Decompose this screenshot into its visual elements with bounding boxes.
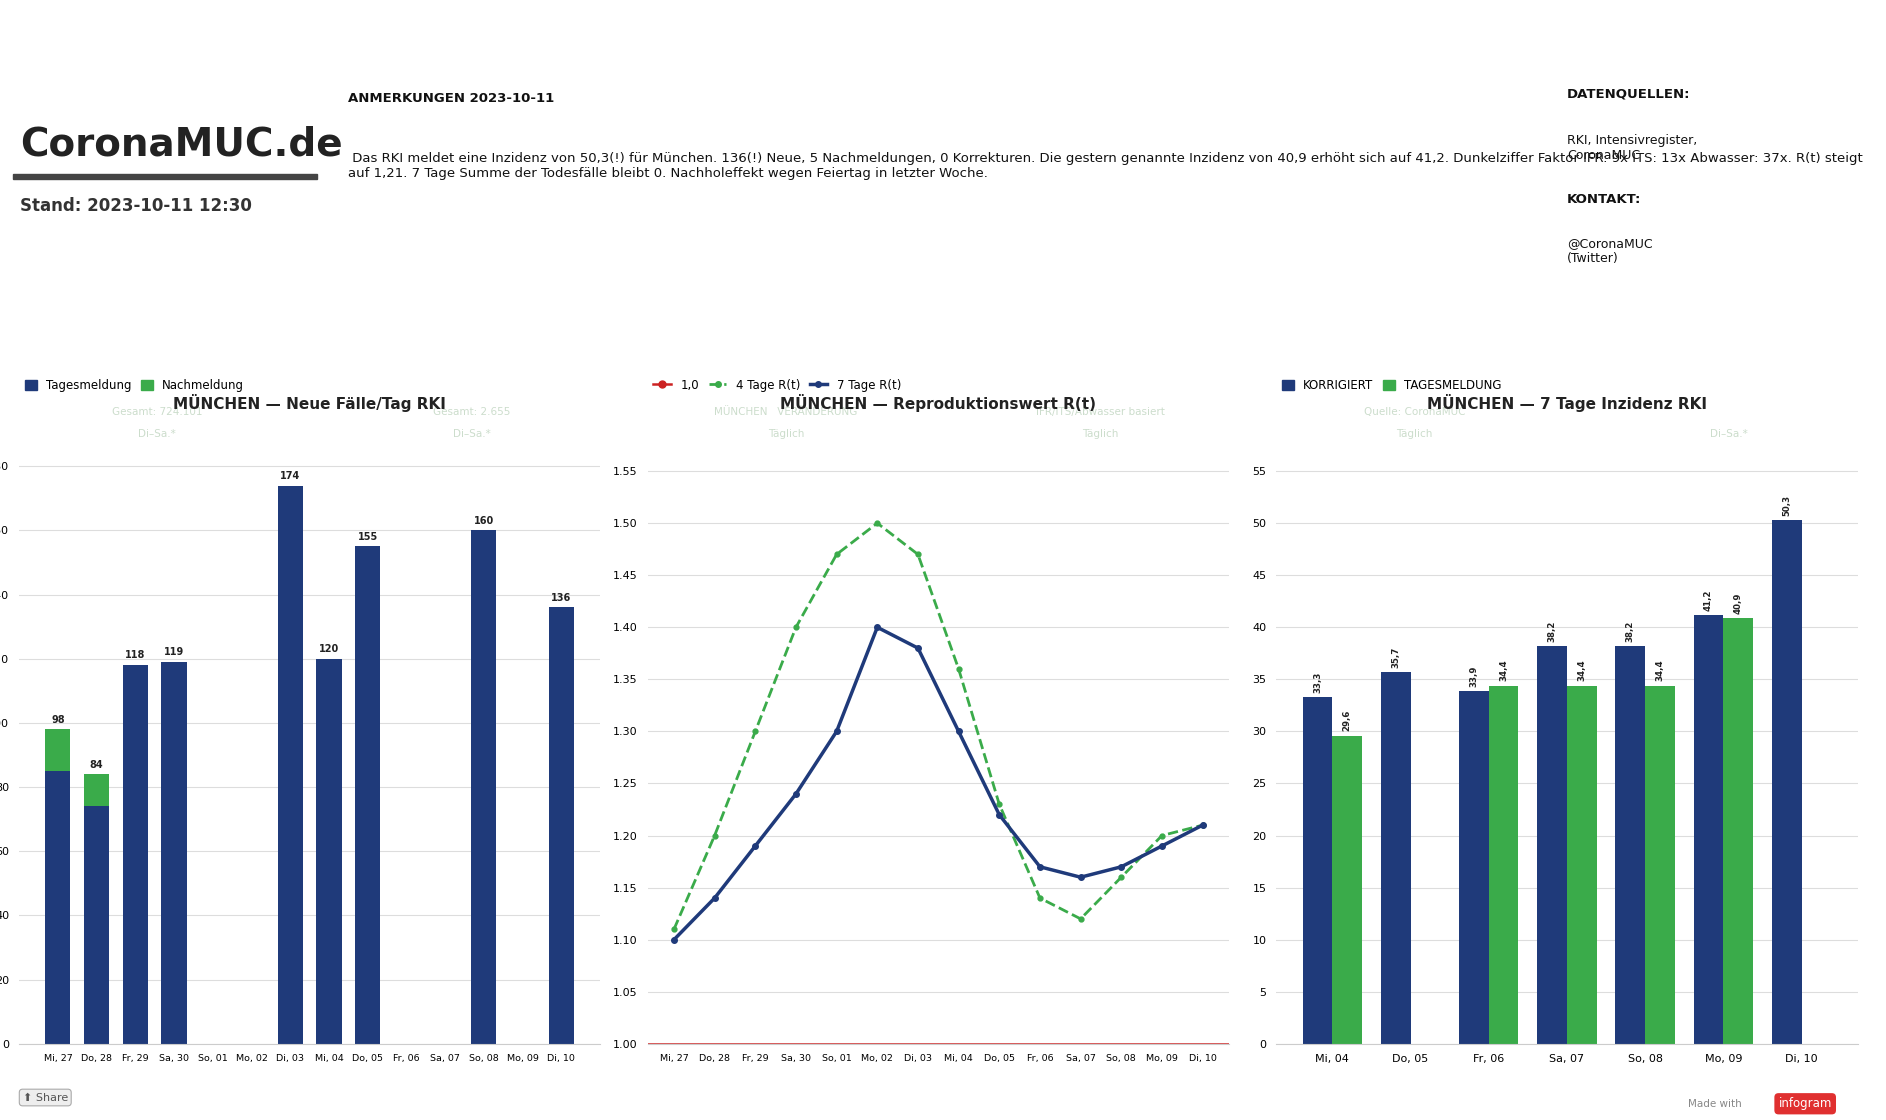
Bar (1694, 615, 1724, 1044)
Text: Täglich: Täglich (1083, 429, 1118, 439)
Bar (1488, 685, 1518, 1044)
Text: 50,3: 50,3 (1680, 352, 1777, 390)
Bar (85, 806, 109, 1044)
Bar (45, 729, 70, 771)
Text: Made with: Made with (1688, 1099, 1741, 1109)
Text: 33,3: 33,3 (1313, 672, 1322, 693)
Text: Stand: 2023-10-11 12:30: Stand: 2023-10-11 12:30 (19, 197, 251, 215)
Legend: Tagesmeldung, Nachmeldung: Tagesmeldung, Nachmeldung (25, 379, 243, 392)
Text: 41,2: 41,2 (1703, 589, 1712, 610)
Bar (355, 547, 381, 1044)
Text: @CoronaMUC
(Twitter): @CoronaMUC (Twitter) (1567, 237, 1652, 265)
Text: Gesamt: 2.655: Gesamt: 2.655 (432, 407, 511, 417)
Bar (85, 774, 109, 806)
Bar (1771, 520, 1801, 1044)
Text: DATENQUELLEN:: DATENQUELLEN: (1567, 87, 1690, 101)
Text: DUNKELZIFFER FAKTOR: DUNKELZIFFER FAKTOR (1028, 317, 1171, 327)
Text: CoronaMUC.de: CoronaMUC.de (19, 125, 343, 164)
Text: 98: 98 (51, 715, 64, 725)
Text: ANMERKUNGEN 2023-10-11: ANMERKUNGEN 2023-10-11 (349, 92, 554, 105)
Text: Di–Sa.*: Di–Sa.* (453, 429, 490, 439)
Text: REPRODUKTIONSWERT: REPRODUKTIONSWERT (1345, 317, 1484, 327)
Text: 118: 118 (124, 651, 145, 661)
Text: 29,6: 29,6 (1343, 710, 1352, 731)
Text: ⬆ Share: ⬆ Share (23, 1092, 68, 1102)
Bar (1332, 736, 1362, 1044)
Text: 119: 119 (164, 647, 185, 657)
Bar (1567, 685, 1597, 1044)
Text: 9/13/37: 9/13/37 (1018, 352, 1183, 390)
Text: 120: 120 (319, 644, 339, 654)
Text: Di–Sa.*: Di–Sa.* (138, 429, 175, 439)
Text: 174: 174 (281, 470, 300, 480)
Bar (1616, 646, 1645, 1044)
Text: RKI, Intensivregister,
CoronaMUC: RKI, Intensivregister, CoronaMUC (1567, 134, 1697, 162)
Text: 38,2: 38,2 (1548, 620, 1556, 642)
Text: INZIDENZ RKI: INZIDENZ RKI (1688, 317, 1771, 327)
Bar (123, 665, 147, 1044)
Bar (1645, 685, 1675, 1044)
Text: 34,4: 34,4 (1499, 660, 1509, 681)
Bar (472, 531, 496, 1044)
Text: 136: 136 (551, 592, 571, 603)
Text: 16: 16 (690, 352, 743, 390)
Bar (1724, 618, 1754, 1044)
Bar (45, 771, 70, 1044)
Text: Gesamt: 724.101: Gesamt: 724.101 (111, 407, 202, 417)
Text: 50,3: 50,3 (1782, 495, 1792, 516)
Title: MÜNCHEN — Neue Fälle/Tag RKI: MÜNCHEN — Neue Fälle/Tag RKI (174, 393, 447, 411)
Text: BESTÄTIGTE FÄLLE: BESTÄTIGTE FÄLLE (102, 317, 213, 327)
Bar (1381, 672, 1411, 1044)
Bar (549, 607, 573, 1044)
Text: * RKI Zahlen zu Inzidenz, Fallzahlen, Nachmeldungen und Todesfällen: Dienstag bi: * RKI Zahlen zu Inzidenz, Fallzahlen, Na… (464, 1079, 1422, 1094)
Bar (277, 486, 304, 1044)
Text: infogram: infogram (1778, 1098, 1831, 1110)
Text: 84: 84 (91, 759, 104, 769)
Text: 40,9: 40,9 (1733, 592, 1743, 614)
Text: KONTAKT:: KONTAKT: (1567, 193, 1641, 206)
Text: TODESFÄLLE: TODESFÄLLE (434, 317, 509, 327)
Text: Quelle: CoronaMUC: Quelle: CoronaMUC (1364, 407, 1465, 417)
Bar (13, 174, 317, 179)
Text: 35,7: 35,7 (1392, 646, 1399, 668)
Text: +0: +0 (441, 352, 502, 390)
Text: Das RKI meldet eine Inzidenz von 50,3(!) für München. 136(!) Neue, 5 Nachmeldung: Das RKI meldet eine Inzidenz von 50,3(!)… (349, 152, 1863, 180)
Title: MÜNCHEN — Reproduktionswert R(t): MÜNCHEN — Reproduktionswert R(t) (781, 393, 1096, 411)
Text: Di–Sa.*: Di–Sa.* (1711, 429, 1748, 439)
Text: Täglich: Täglich (1396, 429, 1433, 439)
Text: MÜNCHEN   VERÄNDERUNG: MÜNCHEN VERÄNDERUNG (715, 407, 858, 417)
Text: 1,21 ▲: 1,21 ▲ (1345, 352, 1484, 390)
Title: MÜNCHEN — 7 Tage Inzidenz RKI: MÜNCHEN — 7 Tage Inzidenz RKI (1428, 393, 1707, 411)
Bar (1537, 646, 1567, 1044)
Bar (1460, 691, 1488, 1044)
Text: 33,9: 33,9 (1469, 665, 1479, 687)
Text: 160: 160 (473, 515, 494, 525)
Text: 38,2: 38,2 (1626, 620, 1635, 642)
Text: IFR/ITS/Abwasser basiert: IFR/ITS/Abwasser basiert (1035, 407, 1164, 417)
Text: INTENSIVBETTENBELEGUNG: INTENSIVBETTENBELEGUNG (702, 317, 871, 327)
Text: 155: 155 (358, 532, 377, 542)
Text: -1: -1 (834, 352, 877, 390)
Text: 34,4: 34,4 (1577, 660, 1586, 681)
Text: Täglich: Täglich (768, 429, 803, 439)
Bar (1303, 697, 1332, 1044)
Text: 34,4: 34,4 (1656, 660, 1665, 681)
Legend: KORRIGIERT, TAGESMELDUNG: KORRIGIERT, TAGESMELDUNG (1282, 379, 1501, 392)
Text: +141: +141 (100, 352, 215, 390)
Bar (162, 662, 187, 1044)
Bar (317, 659, 341, 1044)
Legend: 1,0, 4 Tage R(t), 7 Tage R(t): 1,0, 4 Tage R(t), 7 Tage R(t) (653, 379, 902, 392)
